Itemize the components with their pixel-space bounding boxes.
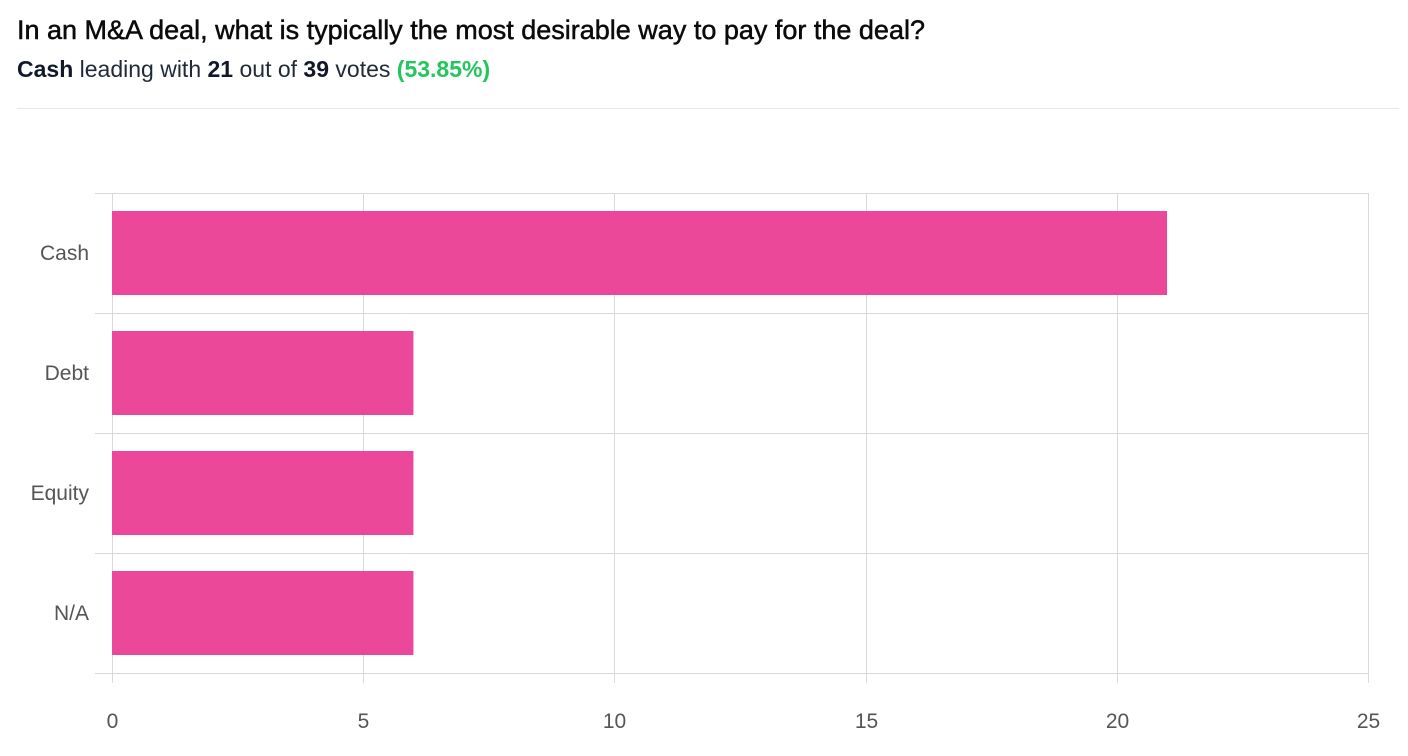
leader-percent: (53.85%) bbox=[396, 56, 491, 82]
votes-text: votes bbox=[335, 56, 391, 82]
bar-equity bbox=[112, 451, 414, 535]
x-tick-label: 20 bbox=[1106, 710, 1129, 733]
x-tick-label: 5 bbox=[358, 710, 370, 733]
total-votes: 39 bbox=[303, 56, 330, 82]
bar-n-a bbox=[112, 571, 414, 655]
leader-votes: 21 bbox=[207, 56, 234, 82]
y-category-label: Debt bbox=[45, 362, 90, 385]
out-of-text: out of bbox=[239, 56, 298, 82]
y-category-label: Equity bbox=[31, 482, 90, 505]
bar-debt bbox=[112, 331, 414, 415]
x-tick-label: 25 bbox=[1357, 710, 1380, 733]
bar-cash bbox=[112, 211, 1168, 295]
header-divider bbox=[17, 108, 1399, 109]
x-tick-label: 0 bbox=[107, 710, 119, 733]
x-tick-label: 10 bbox=[603, 710, 626, 733]
poll-summary: Cash leading with 21 out of 39 votes (53… bbox=[17, 54, 1398, 84]
poll-header: In an M&A deal, what is typically the mo… bbox=[17, 12, 1398, 84]
leading-text: leading with bbox=[79, 56, 202, 82]
poll-question: In an M&A deal, what is typically the mo… bbox=[17, 15, 925, 46]
leader-option: Cash bbox=[17, 56, 74, 82]
x-tick-label: 15 bbox=[855, 710, 878, 733]
y-category-label: N/A bbox=[54, 602, 89, 625]
y-category-label: Cash bbox=[40, 242, 89, 265]
